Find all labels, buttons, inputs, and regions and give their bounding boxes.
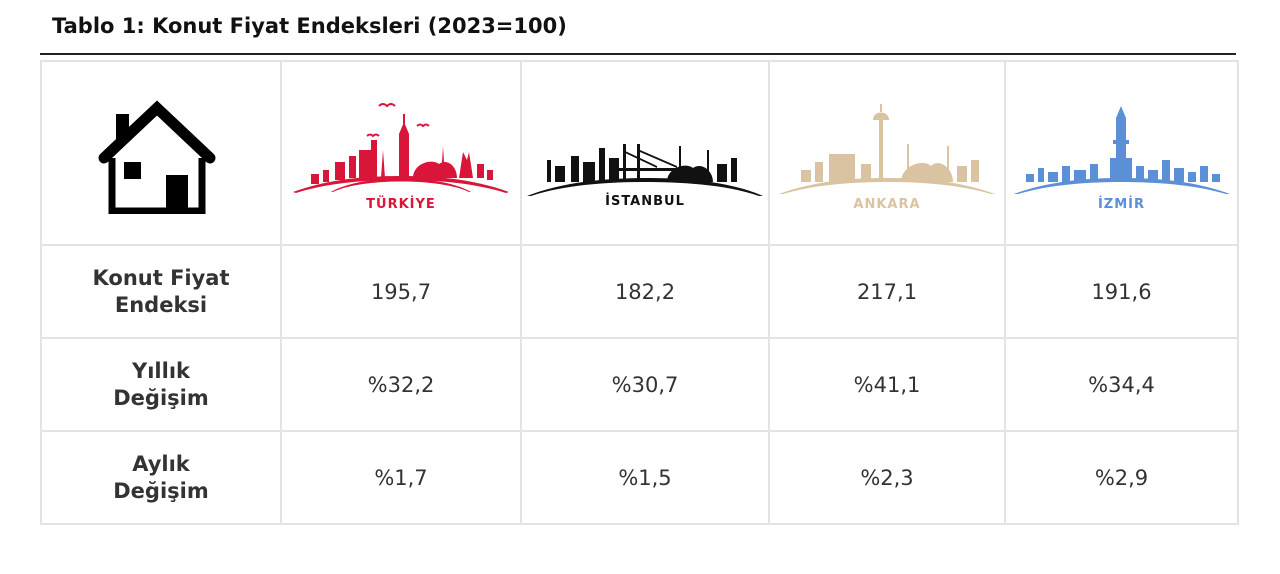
- table-row-konut-fiyat-endeksi: Konut Fiyat Endeksi 195,7 182,2 217,1 19…: [40, 244, 1239, 339]
- value-text: 195,7: [370, 279, 432, 304]
- value-cell-turkiye: 195,7: [280, 244, 522, 339]
- table-title: Tablo 1: Konut Fiyat Endeksleri (2023=10…: [52, 14, 567, 38]
- row-label-line2: Endeksi: [114, 292, 208, 317]
- title-divider: [40, 53, 1236, 55]
- header-cell-ankara: ANKARA: [768, 60, 1006, 246]
- table-row-aylik-degisim: Aylık Değişim %1,7 %1,5 %2,3 %2,9: [40, 430, 1239, 525]
- value-text: 217,1: [856, 279, 918, 304]
- value-cell-turkiye: %32,2: [280, 337, 522, 432]
- value-text: %2,9: [1094, 465, 1149, 490]
- izmir-skyline-icon: [1013, 106, 1230, 194]
- value-cell-istanbul: %1,5: [520, 430, 770, 525]
- house-icon: [98, 100, 216, 214]
- value-text: %32,2: [367, 372, 435, 397]
- value-cell-istanbul: %30,7: [520, 337, 770, 432]
- row-label-cell: Yıllık Değişim: [40, 337, 282, 432]
- row-label-line2: Değişim: [113, 385, 209, 410]
- value-cell-izmir: %34,4: [1004, 337, 1239, 432]
- city-name-izmir: İZMİR: [1097, 197, 1146, 212]
- value-cell-ankara: 217,1: [768, 244, 1006, 339]
- header-cell-istanbul: İSTANBUL: [520, 60, 770, 246]
- value-text: %30,7: [611, 372, 679, 397]
- header-cell-izmir: İZMİR: [1004, 60, 1239, 246]
- value-text: 182,2: [614, 279, 676, 304]
- value-cell-ankara: %41,1: [768, 337, 1006, 432]
- header-cell-turkiye: TÜRKİYE: [280, 60, 522, 246]
- row-label-line1: Aylık: [132, 451, 190, 476]
- value-text: %1,5: [618, 465, 672, 490]
- ankara-skyline-icon: [779, 104, 995, 194]
- row-label-cell: Aylık Değişim: [40, 430, 282, 525]
- value-text: %2,3: [860, 465, 914, 490]
- turkiye-skyline-icon: [293, 103, 509, 193]
- header-cell-house: [40, 60, 282, 246]
- value-text: %41,1: [853, 372, 921, 397]
- value-text: 191,6: [1091, 279, 1152, 304]
- value-cell-izmir: %2,9: [1004, 430, 1239, 525]
- value-cell-ankara: %2,3: [768, 430, 1006, 525]
- value-text: %34,4: [1088, 372, 1155, 397]
- city-name-turkiye: TÜRKİYE: [366, 197, 436, 212]
- house-price-index-table: TÜRKİYE: [40, 60, 1239, 525]
- row-label-line1: Konut Fiyat: [92, 265, 230, 290]
- row-label-cell: Konut Fiyat Endeksi: [40, 244, 282, 339]
- value-cell-istanbul: 182,2: [520, 244, 770, 339]
- value-text: %1,7: [374, 465, 428, 490]
- city-name-ankara: ANKARA: [853, 197, 921, 212]
- row-label-line1: Yıllık: [132, 358, 190, 383]
- value-cell-izmir: 191,6: [1004, 244, 1239, 339]
- table-row-yillik-degisim: Yıllık Değişim %32,2 %30,7 %41,1 %34,4: [40, 337, 1239, 432]
- value-cell-turkiye: %1,7: [280, 430, 522, 525]
- header-row: TÜRKİYE: [40, 60, 1239, 246]
- row-label-line2: Değişim: [113, 478, 209, 503]
- istanbul-skyline-icon: [527, 144, 763, 196]
- city-name-istanbul: İSTANBUL: [605, 194, 685, 209]
